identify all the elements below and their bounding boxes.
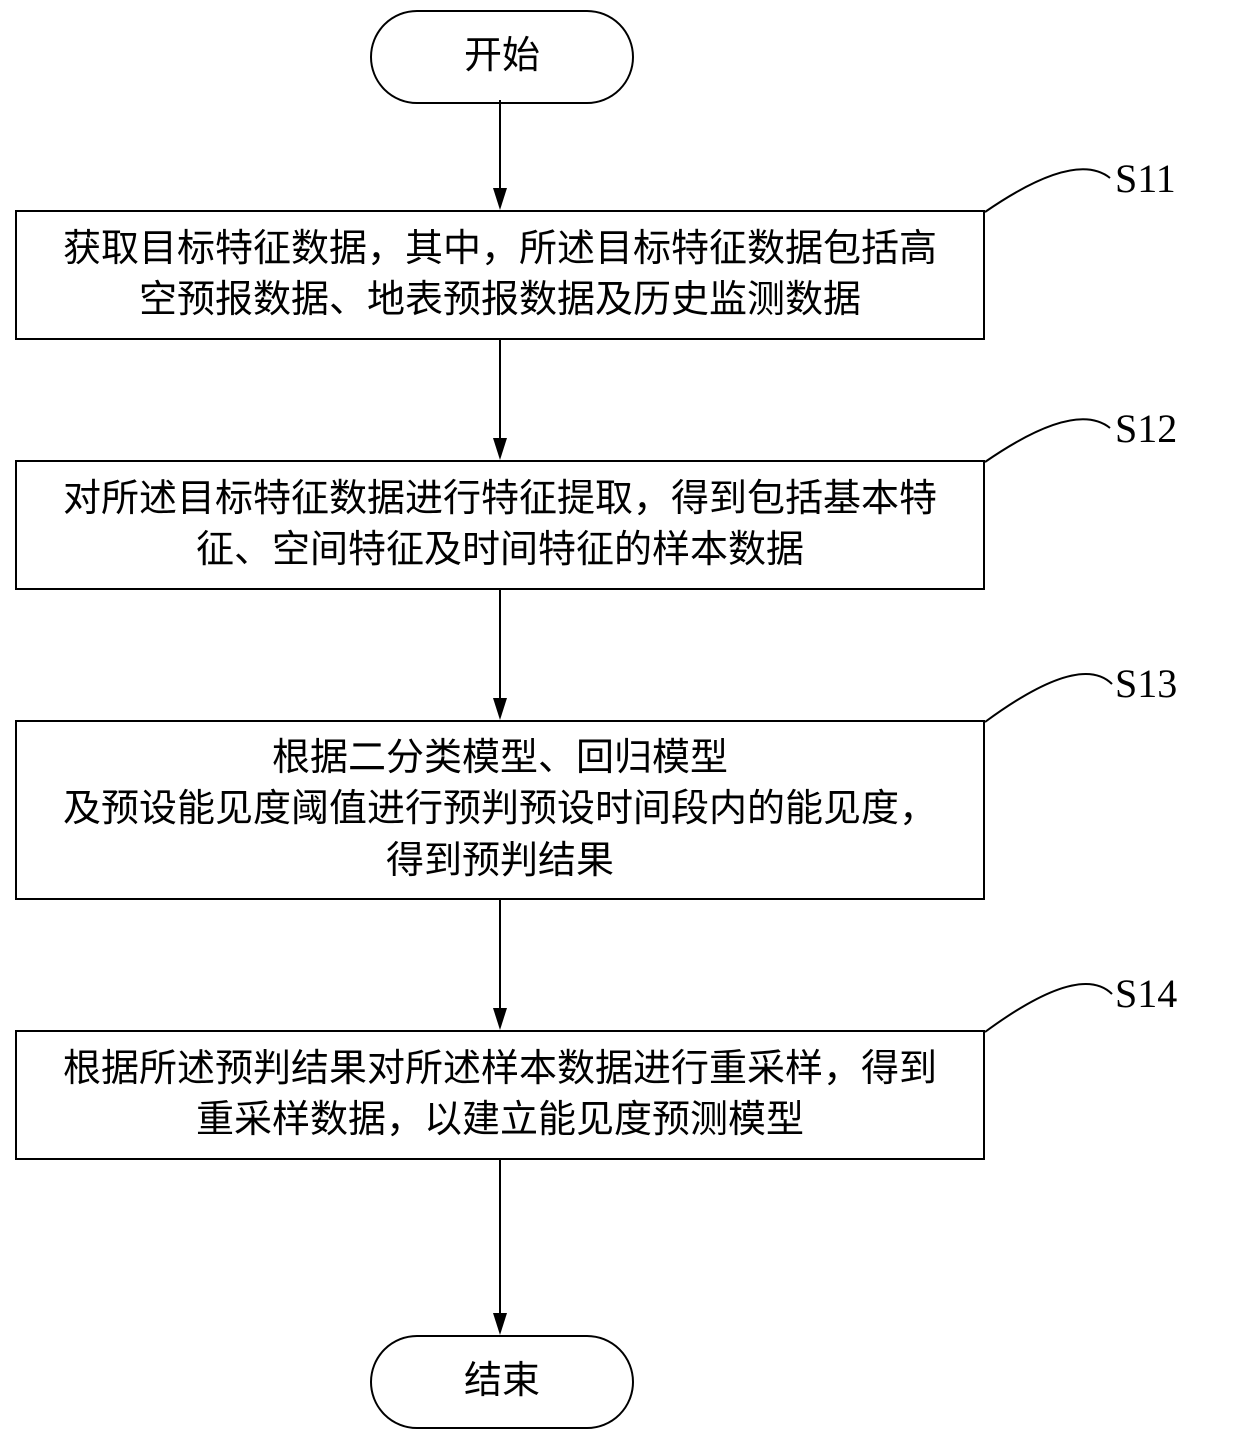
terminal-start: 开始 bbox=[370, 10, 634, 104]
process-s13: 根据二分类模型、回归模型 及预设能见度阈值进行预判预设时间段内的能见度， 得到预… bbox=[15, 720, 985, 900]
step-label-s12: S12 bbox=[1115, 405, 1177, 452]
process-s11: 获取目标特征数据，其中，所述目标特征数据包括高 空预报数据、地表预报数据及历史监… bbox=[15, 210, 985, 340]
terminal-end-label: 结束 bbox=[464, 1356, 540, 1407]
step-label-s13: S13 bbox=[1115, 660, 1177, 707]
process-s14-text: 根据所述预判结果对所述样本数据进行重采样，得到 重采样数据，以建立能见度预测模型 bbox=[63, 1044, 937, 1147]
step-label-s11: S11 bbox=[1115, 155, 1176, 202]
terminal-end: 结束 bbox=[370, 1335, 634, 1429]
process-s12: 对所述目标特征数据进行特征提取，得到包括基本特 征、空间特征及时间特征的样本数据 bbox=[15, 460, 985, 590]
process-s12-text: 对所述目标特征数据进行特征提取，得到包括基本特 征、空间特征及时间特征的样本数据 bbox=[63, 474, 937, 577]
process-s14: 根据所述预判结果对所述样本数据进行重采样，得到 重采样数据，以建立能见度预测模型 bbox=[15, 1030, 985, 1160]
terminal-start-label: 开始 bbox=[464, 31, 540, 82]
process-s13-text: 根据二分类模型、回归模型 及预设能见度阈值进行预判预设时间段内的能见度， 得到预… bbox=[63, 733, 937, 887]
step-label-s14: S14 bbox=[1115, 970, 1177, 1017]
flowchart-canvas: 开始 获取目标特征数据，其中，所述目标特征数据包括高 空预报数据、地表预报数据及… bbox=[0, 0, 1240, 1438]
process-s11-text: 获取目标特征数据，其中，所述目标特征数据包括高 空预报数据、地表预报数据及历史监… bbox=[63, 224, 937, 327]
